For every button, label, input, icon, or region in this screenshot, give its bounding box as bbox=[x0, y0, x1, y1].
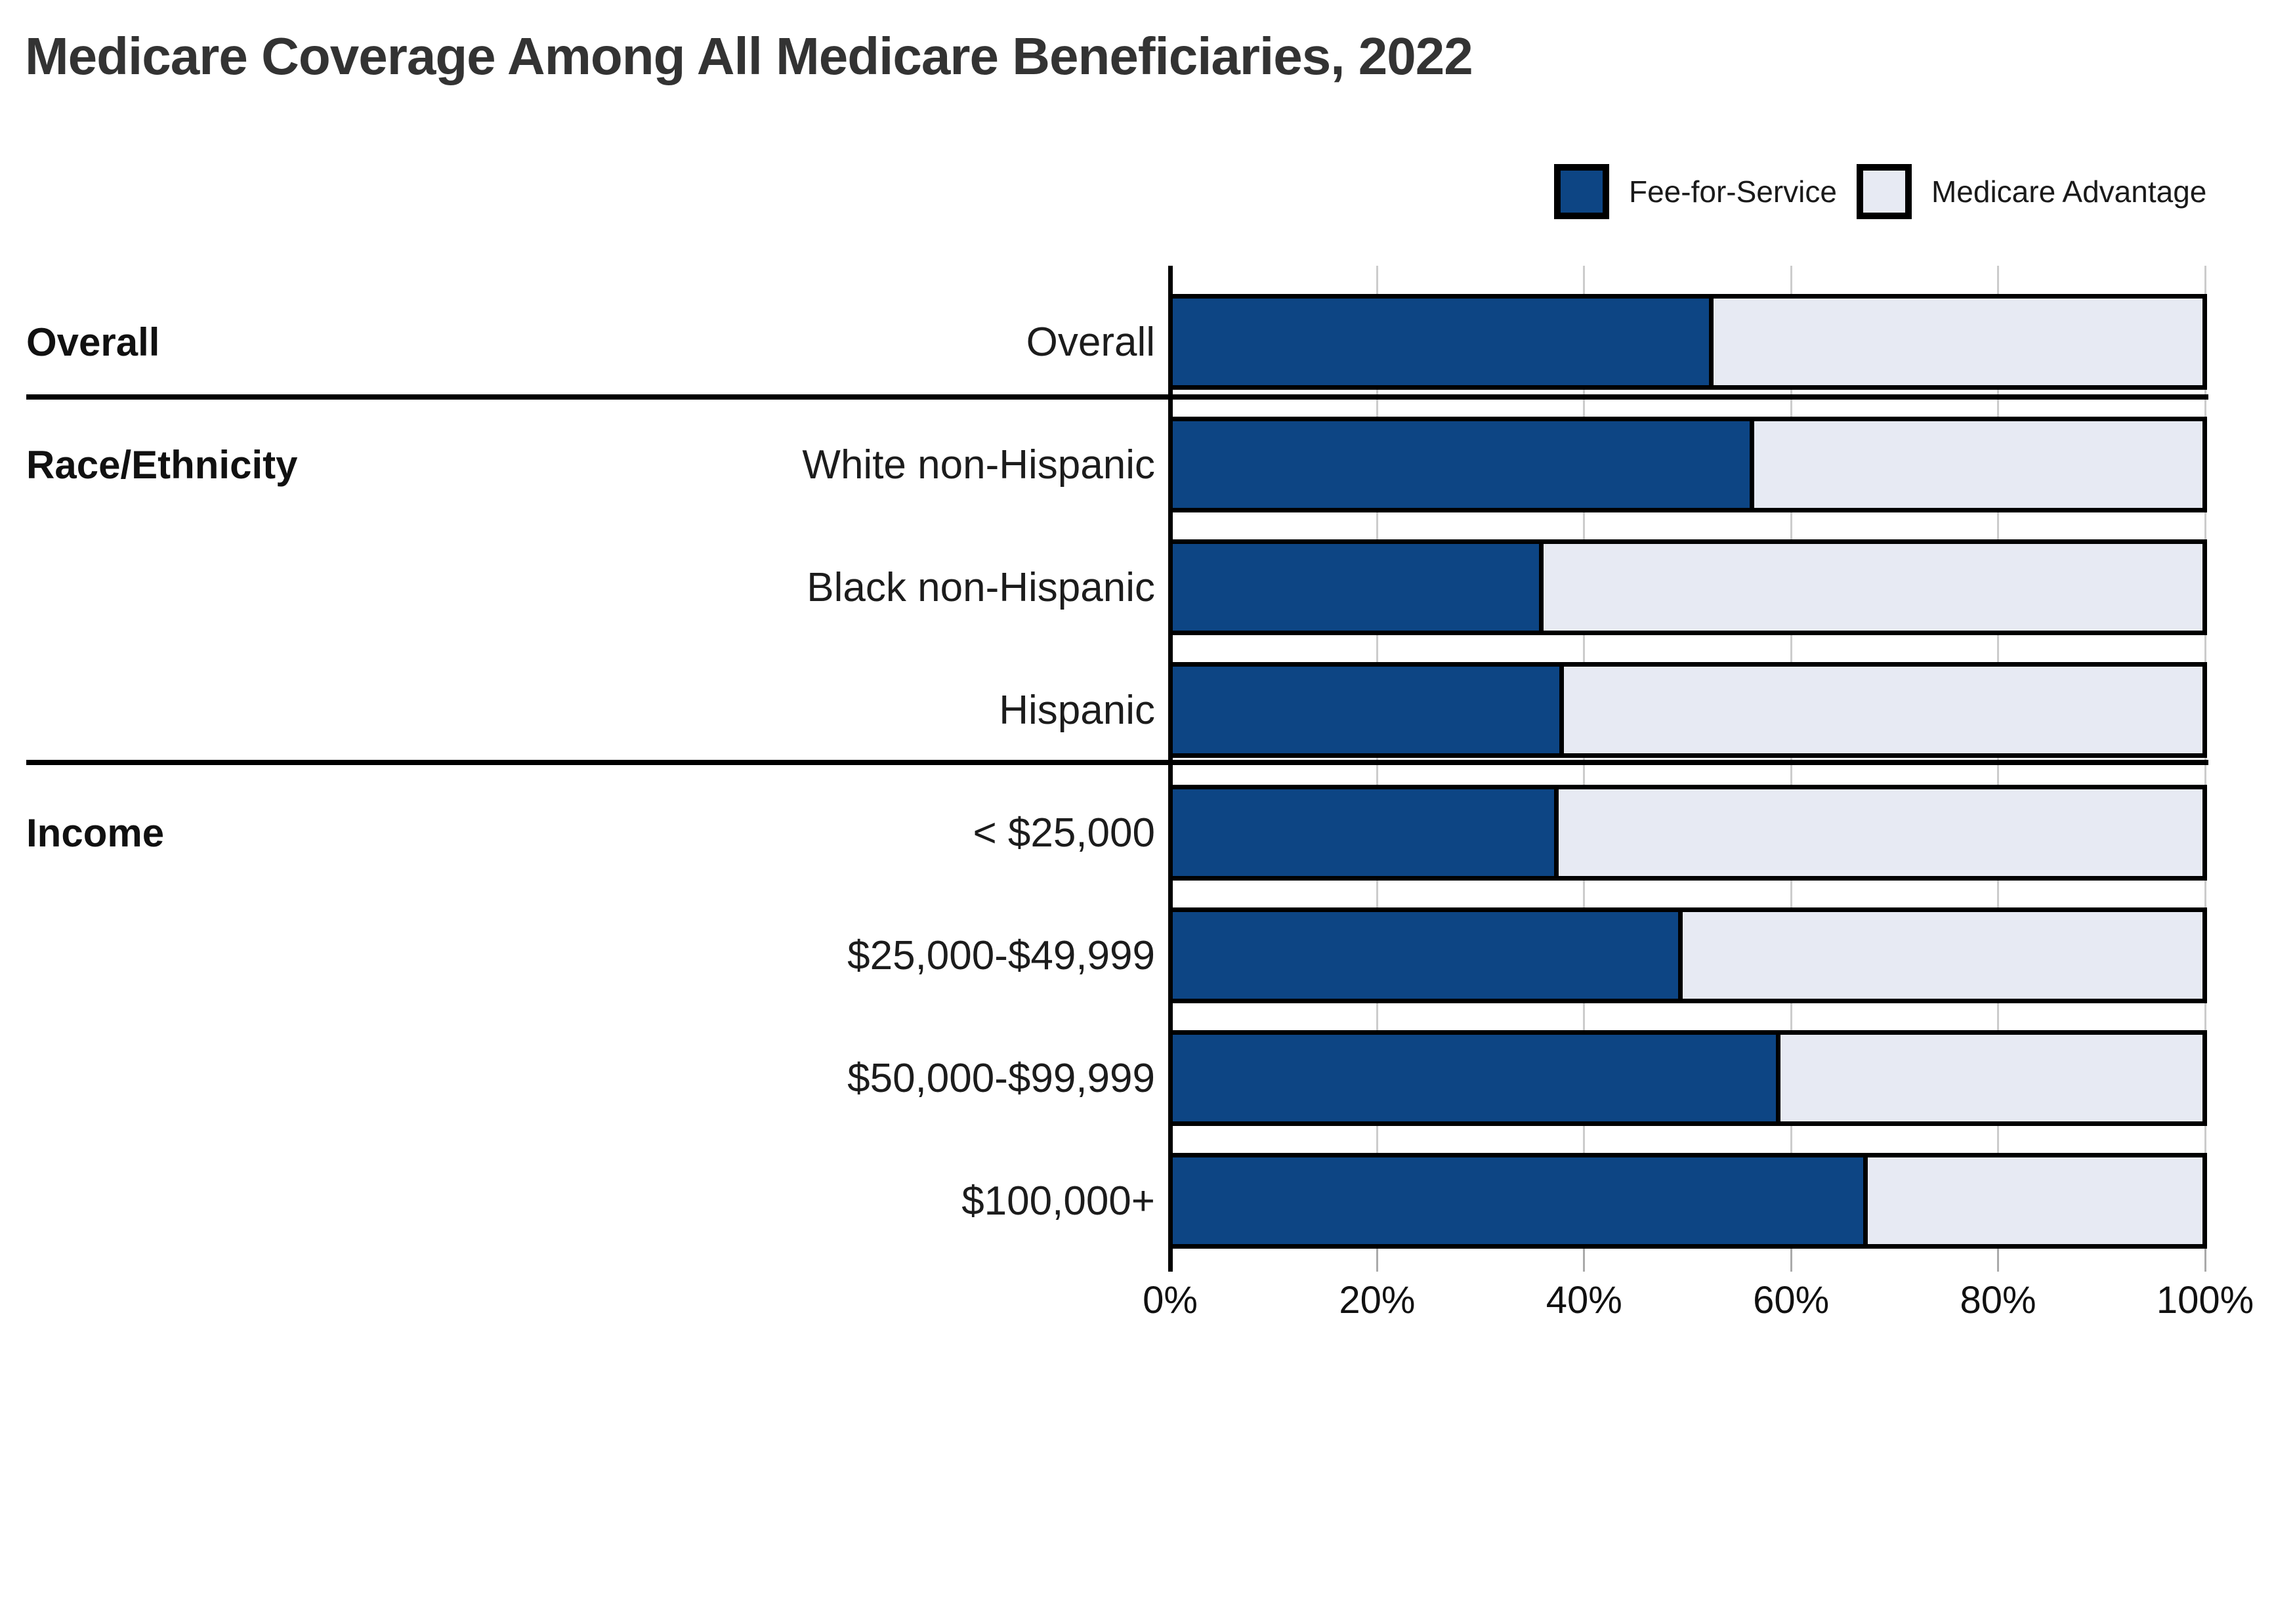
fee-for-service-swatch-icon bbox=[1554, 164, 1609, 219]
row-label: White non-Hispanic bbox=[802, 442, 1155, 488]
legend: Fee-for-Service Medicare Advantage bbox=[1554, 164, 2206, 219]
axis-tick bbox=[2204, 1249, 2206, 1272]
group-label: Overall bbox=[26, 320, 160, 364]
legend-item-medicare-advantage: Medicare Advantage bbox=[1856, 164, 2207, 219]
fee-for-service-segment bbox=[1173, 667, 1565, 753]
row-label: < $25,000 bbox=[973, 810, 1155, 856]
x-axis-tick-label: 80% bbox=[1960, 1279, 2036, 1322]
medicare-advantage-segment bbox=[1868, 1157, 2202, 1244]
row-label: Overall bbox=[1026, 319, 1155, 365]
row-label: $50,000-$99,999 bbox=[847, 1055, 1155, 1101]
x-axis-tick-label: 60% bbox=[1753, 1279, 1830, 1322]
row-label: $25,000-$49,999 bbox=[847, 932, 1155, 978]
fee-for-service-segment bbox=[1173, 789, 1559, 876]
group-label: Income bbox=[26, 810, 165, 855]
axis-tick bbox=[1583, 1249, 1586, 1272]
medicare-advantage-segment bbox=[1683, 912, 2202, 999]
medicare-advantage-segment bbox=[1544, 544, 2202, 631]
legend-item-fee-for-service: Fee-for-Service bbox=[1554, 164, 1837, 219]
fee-for-service-segment bbox=[1173, 1035, 1780, 1121]
axis-tick bbox=[1376, 1249, 1378, 1272]
bar-row bbox=[1168, 1030, 2207, 1126]
section-divider bbox=[26, 760, 2208, 765]
y-axis-line bbox=[1168, 266, 1173, 1272]
legend-label-medicare-advantage: Medicare Advantage bbox=[1931, 175, 2207, 209]
row-label: Hispanic bbox=[999, 687, 1155, 733]
bar-row bbox=[1168, 294, 2207, 390]
medicare-advantage-segment bbox=[1714, 299, 2202, 385]
bar-row bbox=[1168, 785, 2207, 881]
group-label: Race/Ethnicity bbox=[26, 442, 298, 487]
fee-for-service-segment bbox=[1173, 299, 1714, 385]
x-axis-tick-label: 0% bbox=[1143, 1279, 1198, 1322]
medicare-advantage-swatch-icon bbox=[1856, 164, 1912, 219]
chart-title: Medicare Coverage Among All Medicare Ben… bbox=[25, 27, 1473, 85]
bar-row bbox=[1168, 662, 2207, 758]
bar-row bbox=[1168, 539, 2207, 635]
x-axis-tick-label: 40% bbox=[1546, 1279, 1622, 1322]
x-axis-tick-label: 100% bbox=[2156, 1279, 2254, 1322]
bar-row bbox=[1168, 907, 2207, 1003]
medicare-advantage-segment bbox=[1564, 667, 2202, 753]
bar-row bbox=[1168, 417, 2207, 512]
x-axis-tick-label: 20% bbox=[1339, 1279, 1416, 1322]
legend-label-fee-for-service: Fee-for-Service bbox=[1629, 175, 1837, 209]
medicare-advantage-segment bbox=[1559, 789, 2202, 876]
bar-row bbox=[1168, 1153, 2207, 1249]
axis-tick bbox=[1997, 1249, 2000, 1272]
medicare-advantage-segment bbox=[1780, 1035, 2202, 1121]
section-divider bbox=[26, 394, 2208, 400]
fee-for-service-segment bbox=[1173, 912, 1683, 999]
row-label: $100,000+ bbox=[961, 1178, 1155, 1224]
fee-for-service-segment bbox=[1173, 544, 1544, 631]
row-label: Black non-Hispanic bbox=[807, 564, 1155, 610]
axis-tick bbox=[1790, 1249, 1792, 1272]
fee-for-service-segment bbox=[1173, 1157, 1868, 1244]
medicare-advantage-segment bbox=[1754, 421, 2202, 508]
fee-for-service-segment bbox=[1173, 421, 1755, 508]
